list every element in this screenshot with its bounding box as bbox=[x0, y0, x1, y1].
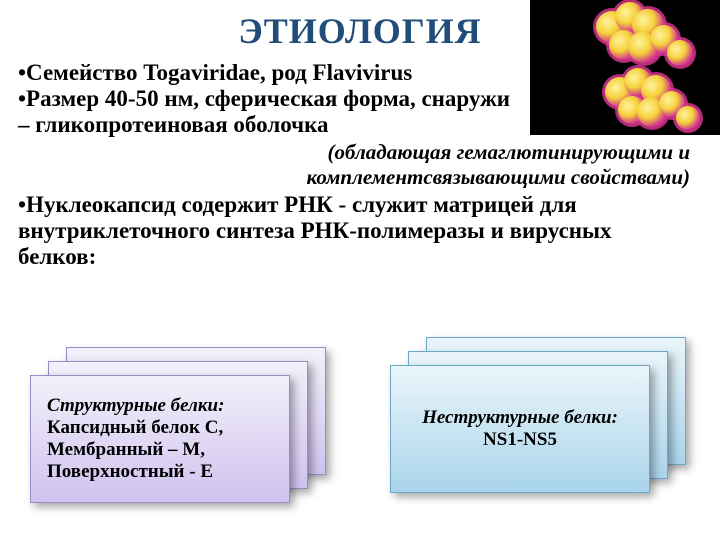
virus-micrograph bbox=[530, 0, 720, 135]
card-header: Неструктурные белки: bbox=[422, 407, 618, 429]
card-header: Структурные белки: bbox=[47, 395, 273, 417]
bullets-mid: •Нуклеокапсид содержит РНК - служит матр… bbox=[0, 190, 720, 270]
bullet-line: •Семейство Togaviridae, род Flavivirus bbox=[18, 60, 520, 86]
paren-note: (обладающая гемаглютинирующими и комплем… bbox=[0, 138, 720, 190]
card-front: Неструктурные белки:NS1-NS5 bbox=[390, 365, 650, 493]
virus-svg bbox=[530, 0, 720, 135]
card-stack-structural: Структурные белки:Капсидный белок С, Мем… bbox=[30, 347, 330, 507]
bullet-line: •Размер 40-50 нм, сферическая форма, сна… bbox=[18, 86, 520, 138]
cards-area: Структурные белки:Капсидный белок С, Мем… bbox=[0, 337, 720, 522]
card-body: Капсидный белок С, Мембранный – М, Повер… bbox=[47, 417, 273, 483]
card-front: Структурные белки:Капсидный белок С, Мем… bbox=[30, 375, 290, 503]
card-stack-nonstructural: Неструктурные белки:NS1-NS5 bbox=[390, 337, 690, 497]
card-body: NS1-NS5 bbox=[483, 429, 557, 451]
bullet-line: •Нуклеокапсид содержит РНК - служит матр… bbox=[18, 192, 690, 270]
